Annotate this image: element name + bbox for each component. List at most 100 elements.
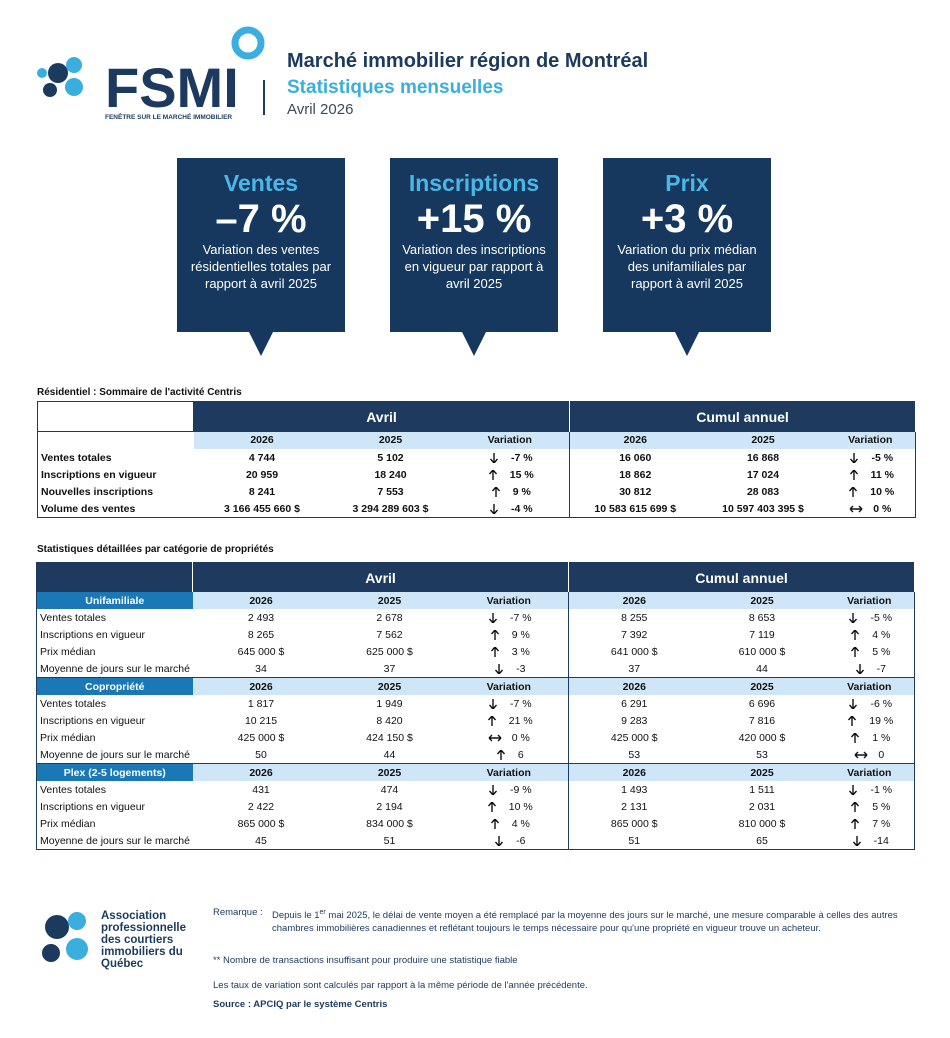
column-header: 2026: [192, 677, 330, 695]
data-row: Nouvelles inscriptions 8 241 7 553 9 % 30 81…: [37, 483, 916, 500]
callout: Prix +3 % Variation du prix médian des uni…: [603, 158, 771, 356]
cell: 51: [568, 832, 700, 850]
logo-mark: [37, 57, 83, 97]
trend-arrow: [488, 734, 502, 742]
note: Les taux de variation sont calculés par …: [213, 980, 588, 991]
column-header: Variation: [824, 677, 915, 695]
callout-title: Inscriptions: [408, 170, 540, 196]
cell: 1 %: [825, 729, 915, 746]
column-header: 2026: [568, 592, 700, 609]
row-label: Moyenne de jours sur le marché: [36, 746, 193, 764]
summary-title: Résidentiel : Sommaire de l'activité Cen…: [37, 387, 242, 398]
trend-arrow: [490, 817, 499, 829]
variation: -7: [876, 662, 886, 675]
variation: 4 %: [511, 817, 530, 830]
column-header-row: Plex (2-5 logements) 2026 2025 Variation 202…: [36, 763, 915, 781]
cell: 0: [824, 746, 915, 764]
trend-arrow: [495, 663, 504, 675]
cell: 425 000 $: [237, 731, 285, 744]
row-label: Nouvelles inscriptions: [37, 483, 194, 500]
cell: 1 949: [376, 697, 403, 710]
section-name: Plex (2-5 logements): [36, 763, 193, 781]
variation: 11 %: [870, 468, 894, 481]
cell: 10 %: [449, 798, 570, 815]
trend-arrow: [851, 800, 860, 812]
cell: 865 000 $: [610, 817, 658, 830]
cell: 51: [329, 832, 450, 850]
cell: 420 000 $: [738, 731, 786, 744]
cell: 50: [192, 746, 330, 764]
cell: 8 420: [376, 714, 403, 727]
cell: 3 %: [449, 643, 570, 660]
variation: 21 %: [508, 714, 533, 727]
cell: 37: [329, 660, 450, 678]
cell: 18 240: [374, 468, 407, 481]
column-header: Variation: [449, 592, 570, 609]
cell: 9 %: [449, 626, 570, 643]
cell: 9 283: [621, 714, 648, 727]
variation: 5 %: [872, 800, 891, 813]
cell: 641 000 $: [610, 645, 658, 658]
cell: 18 862: [619, 468, 652, 481]
note: ** Nombre de transactions insuffisant po…: [213, 955, 518, 966]
cell: -9 %: [449, 781, 570, 798]
variation: 1 %: [872, 731, 891, 744]
cell: 7 119: [749, 628, 775, 641]
trend-arrow: [852, 835, 861, 847]
cell: 8 653: [748, 611, 776, 624]
data-row: Inscriptions en vigueur 10 215 8 420 21 % 9 …: [36, 712, 915, 729]
variation: 5 %: [872, 645, 891, 658]
cell: 474: [380, 783, 399, 796]
cell: 20 959: [245, 468, 279, 481]
cell: 16 868: [746, 451, 780, 464]
data-row: Ventes totales 431 474 -9 % 1 493 1 511 -1 %: [36, 781, 915, 798]
cell: 15 %: [450, 466, 571, 483]
cell: 2 493: [247, 611, 275, 624]
data-row: Inscriptions en vigueur 8 265 7 562 9 % 7 39…: [36, 626, 915, 643]
cell: 3 166 455 660 $: [193, 500, 331, 518]
row-label: Ventes totales: [36, 695, 193, 712]
callout: Inscriptions +15 % Variation des inscripti…: [390, 158, 558, 356]
detail-table: Avril Cumul annuel Unifamiliale 2026 2025 Var…: [36, 562, 916, 850]
organization: Association professionnelle des courtier…: [101, 910, 186, 970]
variation: -4 %: [510, 502, 533, 515]
callout-value: +15 %: [416, 197, 532, 241]
cell: 21 %: [449, 712, 570, 729]
row-label: Ventes totales: [37, 449, 194, 466]
cell: 5 %: [825, 643, 915, 660]
variation: -7 %: [509, 697, 532, 710]
variation: 3 %: [511, 645, 530, 658]
cell: 30 812: [619, 485, 652, 498]
cell: -6: [449, 832, 570, 850]
cell: 10 597 403 395 $: [700, 500, 826, 518]
variation: 10 %: [508, 800, 533, 813]
trend-arrow: [851, 731, 860, 743]
cell: 8 265: [247, 628, 275, 641]
column-header: 2025: [330, 431, 451, 449]
trend-arrow: [488, 698, 497, 710]
variation: -1 %: [870, 783, 893, 796]
section-name: Unifamiliale: [36, 592, 193, 609]
trend-arrow: [491, 485, 500, 497]
variation: -6 %: [870, 697, 893, 710]
column-header: 2026: [192, 763, 330, 781]
trend-arrow: [849, 505, 863, 513]
cell: 5 102: [377, 451, 404, 464]
row-label: Prix médian: [36, 815, 193, 832]
variation: -7 %: [509, 611, 532, 624]
row-label: Inscriptions en vigueur: [36, 626, 193, 643]
trend-arrow: [489, 503, 498, 515]
column-header: 2025: [699, 763, 825, 781]
cell: -14: [824, 832, 915, 850]
data-row: Prix médian 865 000 $ 834 000 $ 4 % 865 000 …: [36, 815, 915, 832]
cell: -7 %: [449, 609, 570, 626]
cell: 11 %: [826, 466, 916, 483]
cell: 1 493: [621, 783, 648, 796]
data-row: Prix médian 645 000 $ 625 000 $ 3 % 641 000 …: [36, 643, 915, 660]
row-label: Ventes totales: [36, 781, 193, 798]
variation: 0: [878, 748, 885, 761]
cell: 0 %: [449, 729, 570, 746]
cell: 6 696: [748, 697, 776, 710]
column-header: 2025: [329, 763, 450, 781]
cell: 7 816: [748, 714, 776, 727]
